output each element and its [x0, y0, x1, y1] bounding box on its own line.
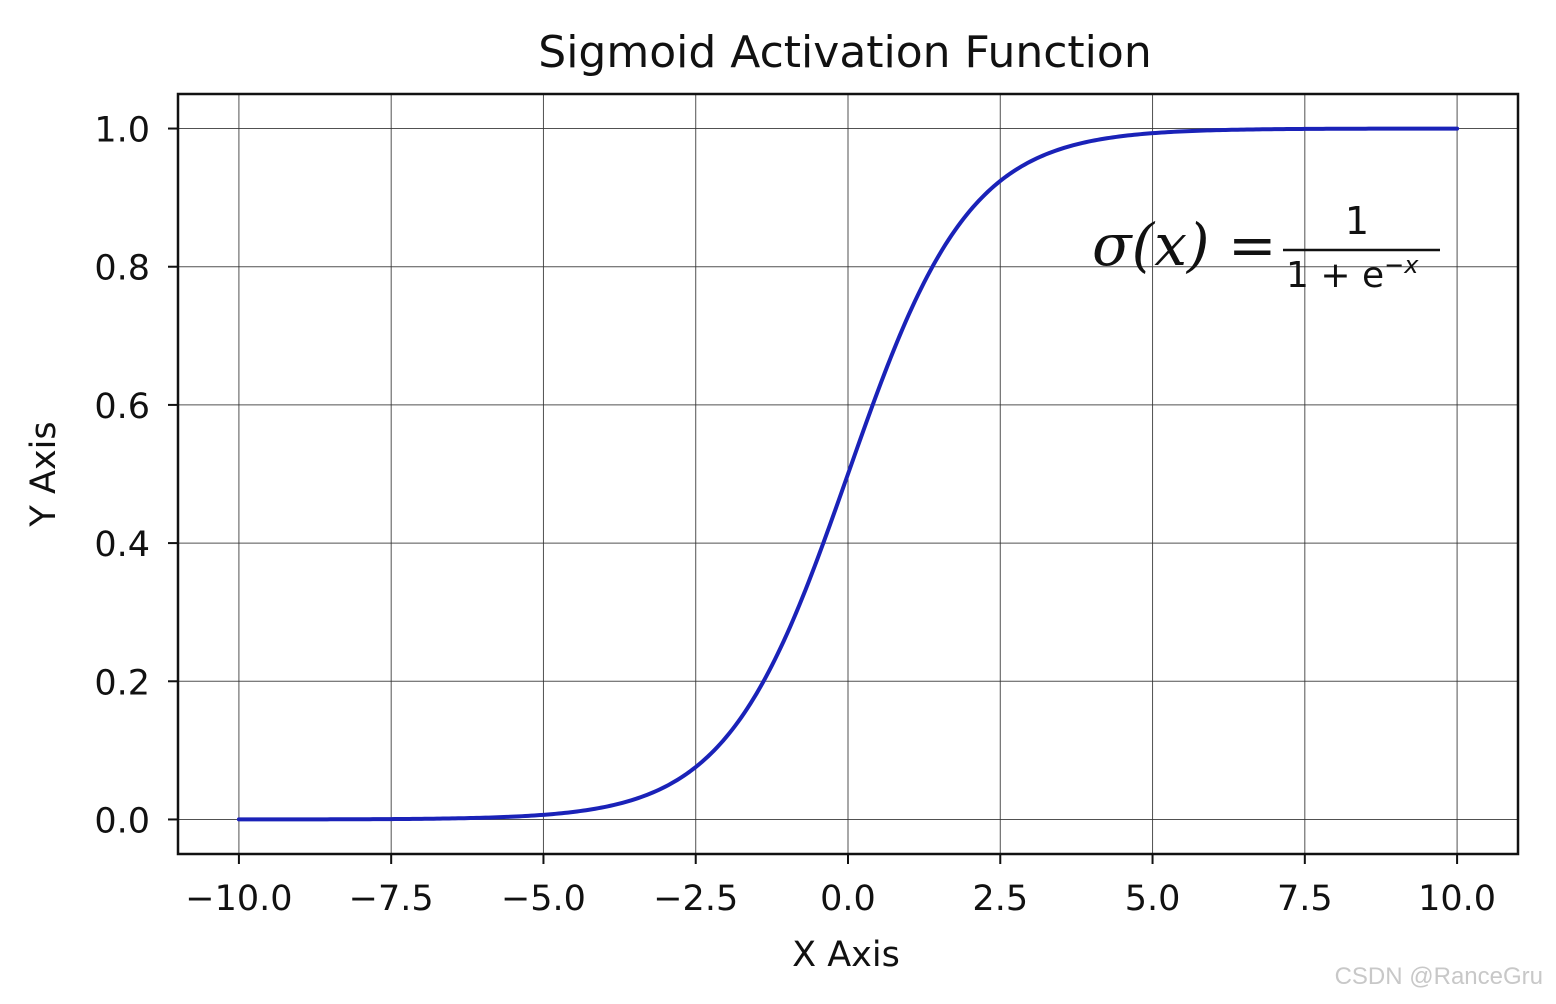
y-tick-label: 0.6	[94, 387, 150, 427]
y-axis-label: Y Axis	[24, 421, 64, 527]
y-tick-label: 1.0	[94, 111, 150, 151]
grid	[178, 94, 1518, 854]
y-tick-label: 0.8	[94, 249, 150, 289]
x-tick-label: 10.0	[1418, 879, 1496, 919]
formula-annotation: σ(x) = 1 1 + e−x	[1092, 199, 1440, 296]
x-tick-label: −10.0	[185, 879, 292, 919]
y-tick-label: 0.2	[94, 663, 150, 703]
series-layer	[236, 126, 1460, 822]
y-tick-label: 0.0	[94, 801, 150, 841]
x-tick-label: 7.5	[1277, 879, 1333, 919]
x-axis-label: X Axis	[792, 935, 900, 975]
x-tick-label: −7.5	[349, 879, 434, 919]
x-tick-label: −5.0	[501, 879, 586, 919]
x-tick-label: 5.0	[1125, 879, 1181, 919]
formula-lhs: σ(x) =	[1092, 211, 1277, 279]
formula-denominator: 1 + e−x	[1286, 251, 1419, 296]
x-tick-label: 0.0	[820, 879, 876, 919]
sigmoid-curve	[236, 126, 1460, 822]
plot-frame	[176, 92, 1520, 856]
watermark: CSDN @RanceGru	[1335, 963, 1543, 990]
y-tick-label: 0.4	[94, 525, 150, 565]
formula-numerator: 1	[1345, 199, 1369, 243]
axis-ticks: −10.0 −7.5 −5.0 −2.5 0.0 2.5 5.0 7.5 10.0 0.0 0.2 0…	[94, 111, 1496, 919]
chart-title: Sigmoid Activation Function	[538, 27, 1151, 78]
x-tick-label: 2.5	[972, 879, 1028, 919]
x-tick-label: −2.5	[653, 879, 738, 919]
